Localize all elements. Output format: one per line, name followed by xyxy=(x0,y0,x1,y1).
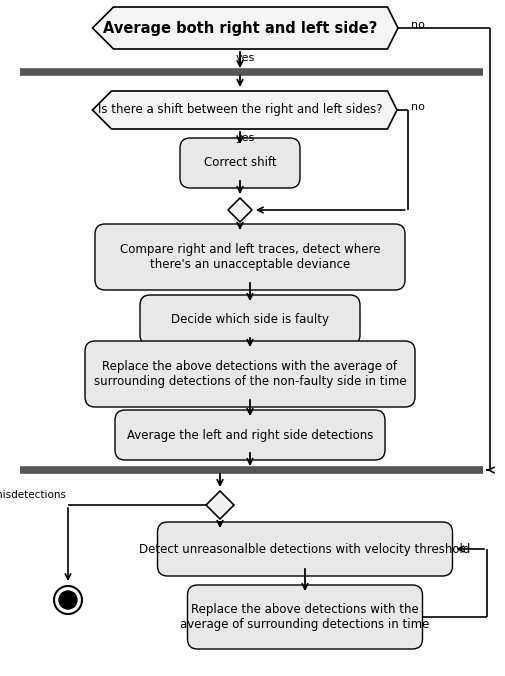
Polygon shape xyxy=(92,7,398,49)
Text: Replace the above detections with the
average of surrounding detections in time: Replace the above detections with the av… xyxy=(180,603,430,631)
FancyBboxPatch shape xyxy=(187,585,423,649)
Text: yes: yes xyxy=(235,133,255,143)
FancyBboxPatch shape xyxy=(85,341,415,407)
Text: no: no xyxy=(411,20,424,30)
Text: no: no xyxy=(411,102,424,112)
Text: Compare right and left traces, detect where
there's an unacceptable deviance: Compare right and left traces, detect wh… xyxy=(120,243,380,271)
Text: yes: yes xyxy=(235,53,255,63)
FancyBboxPatch shape xyxy=(115,410,385,460)
Polygon shape xyxy=(206,491,234,519)
Polygon shape xyxy=(92,91,397,129)
Text: no more misdetections: no more misdetections xyxy=(0,490,66,500)
Text: Decide which side is faulty: Decide which side is faulty xyxy=(171,314,329,327)
Polygon shape xyxy=(228,198,252,222)
Text: Detect unreasonalble detections with velocity threshold: Detect unreasonalble detections with vel… xyxy=(139,543,471,556)
Text: Average the left and right side detections: Average the left and right side detectio… xyxy=(127,429,373,441)
Text: Average both right and left side?: Average both right and left side? xyxy=(103,20,377,36)
FancyBboxPatch shape xyxy=(180,138,300,188)
FancyBboxPatch shape xyxy=(158,522,452,576)
Text: Is there a shift between the right and left sides?: Is there a shift between the right and l… xyxy=(98,103,382,116)
Circle shape xyxy=(54,586,82,614)
Text: Replace the above detections with the average of
surrounding detections of the n: Replace the above detections with the av… xyxy=(94,360,407,388)
FancyBboxPatch shape xyxy=(140,295,360,345)
Circle shape xyxy=(59,591,77,609)
FancyBboxPatch shape xyxy=(95,224,405,290)
Text: Correct shift: Correct shift xyxy=(204,157,276,170)
